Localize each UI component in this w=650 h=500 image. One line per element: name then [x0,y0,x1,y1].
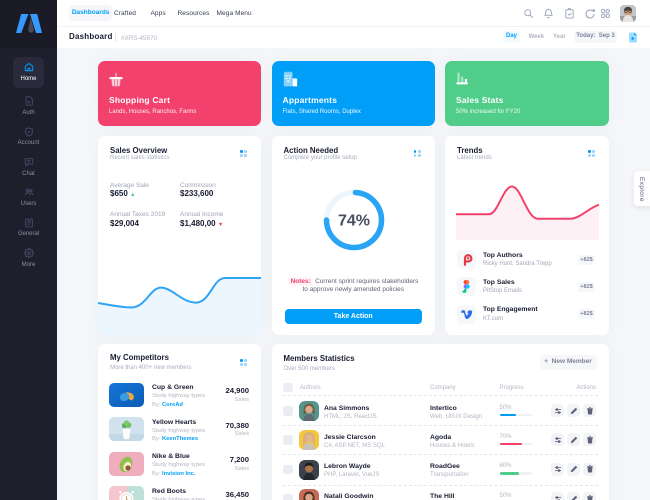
svg-text:74%: 74% [337,213,369,230]
